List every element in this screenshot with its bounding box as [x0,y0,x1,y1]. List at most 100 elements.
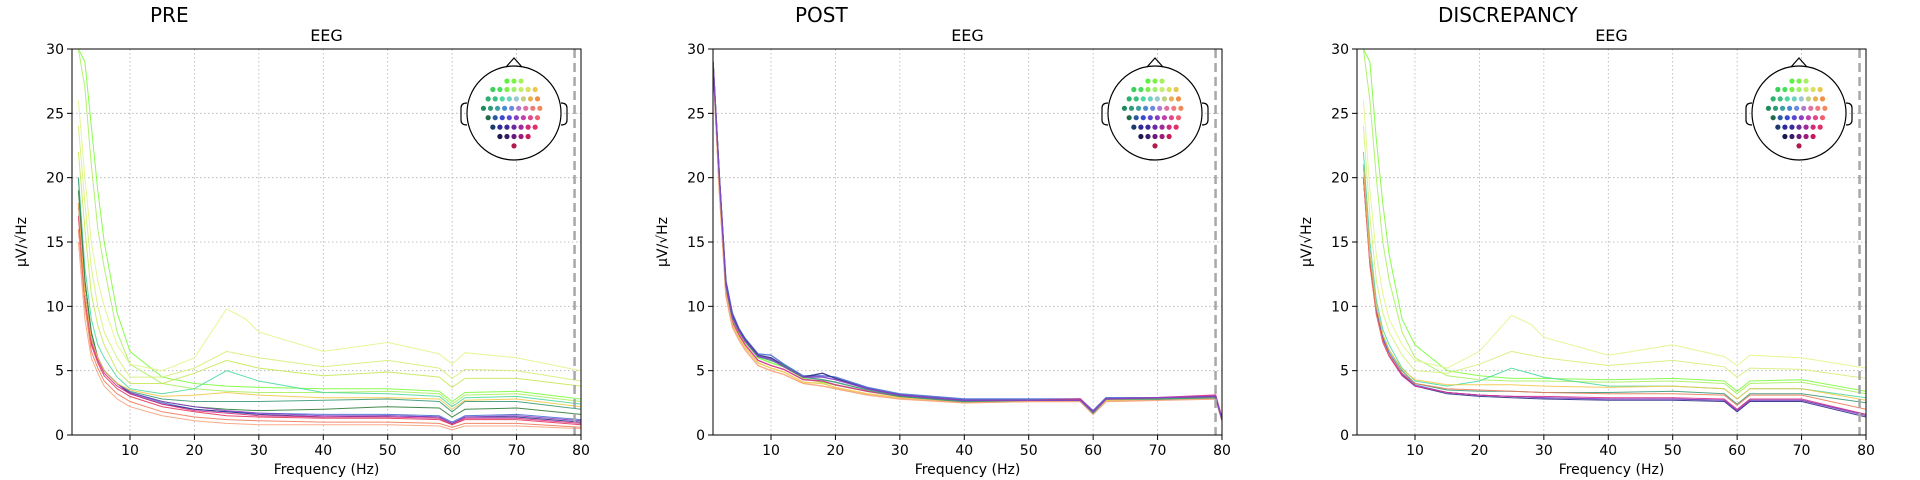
electrode-dot [518,86,524,93]
series-line-7 [1362,177,1866,418]
series-line-2 [77,100,581,372]
y-tick-label: 0 [1340,428,1349,444]
electrode-dot [487,105,494,111]
series-line-4 [77,151,581,389]
x-tick-label: 70 [508,443,526,459]
series-line-5 [77,177,581,408]
electrode-dot [1796,124,1802,130]
electrode-dot [1779,105,1786,111]
psd-panel-discrepancy: DISCREPANCY EEG 10 20 30 40 50 60 70 80 0 5 10 15 20 25… [1299,3,1875,478]
electrode-dot [1796,143,1802,149]
electrode-dot [509,105,515,111]
x-tick-label: 70 [1149,443,1167,459]
left-ear-icon [1101,102,1109,126]
series-line-13 [77,229,581,428]
series-line-3 [1362,126,1866,379]
x-tick-label: 20 [827,443,845,459]
electrode-dot [1152,133,1158,140]
electrode-dot [480,105,487,111]
electrode-dot [506,96,512,102]
left-ear-icon [1745,102,1753,126]
x-tick-label: 60 [1728,443,1746,459]
electrode-dot [1817,124,1823,130]
electrode-dot [1796,78,1802,84]
electrode-dot [1798,96,1804,102]
electrode-dot [523,105,529,111]
electrode-dot [1770,115,1776,121]
y-tick-label: 5 [55,364,64,380]
x-tick-label: 70 [1793,443,1811,459]
electrode-dot [492,96,498,102]
electrode-dot [525,133,531,140]
electrode-dot [1145,78,1151,84]
series-line-2 [1362,100,1866,369]
series-line-9 [77,203,581,424]
y-tick-label: 20 [687,171,705,187]
electrode-dot [525,124,531,130]
electrode-dot [534,96,541,102]
electrode-dot [1777,96,1783,102]
psd-panel-post: POST EEG 10 20 30 40 50 60 70 80 0 5 10 15 20 25 30 Frequ… [655,3,1231,478]
electrode-dot [1138,124,1144,130]
electrode-dot [518,133,524,140]
electrode-dot [1784,96,1790,102]
right-ear-icon [1201,102,1209,126]
series-line-3 [77,126,581,382]
electrode-dot [511,143,517,149]
electrode-dot [1777,115,1783,121]
x-tick-label: 60 [443,443,461,459]
electrode-dot [1175,96,1182,102]
y-tick-label: 30 [1331,42,1349,58]
electrode-dot [1147,96,1153,102]
electrode-dot [485,115,491,121]
electrode-dot [518,78,524,84]
series-line-5 [713,61,1222,421]
electrode-dot [1161,96,1167,102]
electrode-dot [1166,124,1172,130]
electrode-dot [1138,133,1144,140]
axes-title: EEG [1595,26,1628,45]
electrode-dot [497,124,503,130]
electrode-dot [1145,133,1151,140]
electrode-dot [1808,105,1814,111]
electrode-dot [1168,96,1175,102]
sensor-layout-inset [1745,57,1853,161]
series-line-1 [77,49,581,405]
electrode-dot [504,133,510,140]
electrode-dot [1143,105,1149,111]
y-tick-label: 15 [687,235,705,251]
series-line-5 [1362,164,1866,405]
electrode-dot [1159,124,1165,130]
right-ear-icon [1845,102,1853,126]
electrode-dot [1131,124,1137,130]
electrode-dot [1819,115,1826,121]
panel-title: PRE [150,3,189,27]
x-tick-label: 10 [762,443,780,459]
series-line-6 [1362,164,1866,415]
panel-title: POST [795,3,848,27]
electrode-dot [537,105,543,111]
electrode-dot [1791,96,1797,102]
electrode-dot [513,96,519,102]
electrode-dot [502,105,508,111]
right-ear-icon [560,102,568,126]
electrode-dot [1145,124,1151,130]
x-tick-label: 20 [1471,443,1489,459]
series-line-10 [77,203,581,424]
electrode-dot [1784,115,1790,121]
x-tick-label: 80 [1857,443,1875,459]
electrode-dot [1803,124,1809,130]
electrode-dot [527,96,534,102]
series-group [77,49,581,431]
electrode-dot [1815,105,1821,111]
electrode-dot [499,115,505,121]
series-line-0 [1362,49,1866,392]
y-tick-label: 10 [687,299,705,315]
x-tick-label: 30 [1535,443,1553,459]
electrode-dot [1173,86,1179,93]
electrode-dot [1798,115,1804,121]
series-line-10 [1362,177,1866,410]
x-tick-label: 80 [1213,443,1231,459]
axes-title: EEG [951,26,984,45]
